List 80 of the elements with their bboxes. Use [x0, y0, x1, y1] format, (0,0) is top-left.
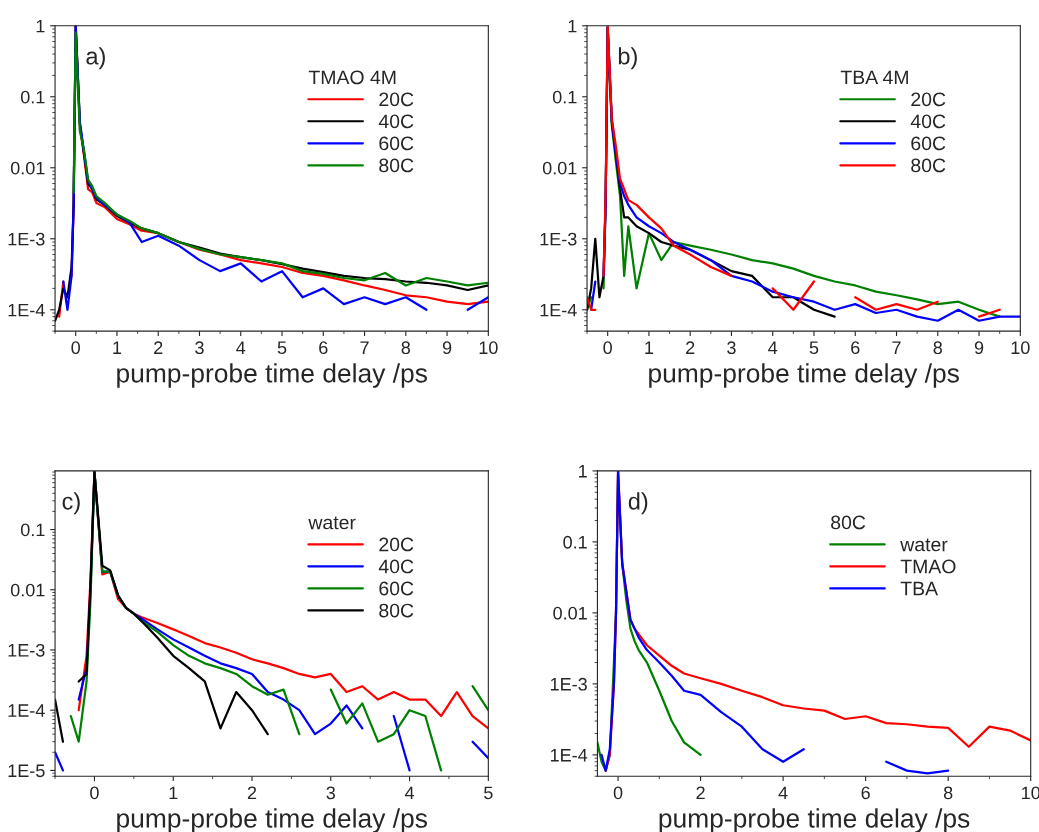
- y-tick-label: 1E-3: [540, 232, 577, 246]
- x-tick-label: 1: [113, 341, 122, 354]
- annotation: d): [628, 492, 648, 515]
- legend-label: 40C: [378, 559, 414, 574]
- legend-label: water: [900, 538, 948, 552]
- y-tick-label: 1E-4: [550, 749, 588, 762]
- legend-label: 20C: [379, 92, 414, 107]
- x-tick-label: 6: [851, 341, 860, 355]
- annotation: b): [618, 47, 637, 70]
- y-tick-label: 1: [36, 19, 45, 33]
- x-tick-label: 3: [727, 341, 736, 355]
- x-tick-label: 1: [645, 341, 654, 354]
- x-tick-label: 8: [401, 341, 411, 355]
- legend-title: water: [308, 516, 356, 530]
- legend-label: 60C: [379, 136, 414, 151]
- x-tick-label: 10: [1011, 341, 1030, 355]
- legend-title: TMAO 4M: [308, 70, 396, 85]
- x-tick-label: 2: [686, 341, 695, 354]
- legend-label: TMAO: [900, 559, 956, 574]
- y-tick-label: 1: [568, 19, 577, 33]
- x-tick-label: 2: [696, 786, 705, 800]
- y-tick-label: 0.01: [10, 583, 45, 597]
- y-tick-label: 0.1: [20, 523, 45, 537]
- x-tick-label: 0: [90, 786, 99, 800]
- y-tick-label: 0.01: [10, 161, 45, 175]
- annotation: a): [86, 47, 105, 70]
- legend-label: 80C: [379, 603, 414, 618]
- x-tick-label: 2: [154, 341, 163, 354]
- x-tick-label: 1: [169, 786, 178, 800]
- x-tick-label: 0: [613, 786, 623, 800]
- x-tick-label: 5: [277, 341, 287, 355]
- x-tick-label: 9: [442, 341, 452, 355]
- y-tick-label: 1: [579, 465, 587, 478]
- y-tick-label: 1E-3: [8, 232, 45, 246]
- x-tick-label: 0: [603, 341, 612, 355]
- y-tick-label: 1E-4: [8, 303, 45, 317]
- x-tick-label: 2: [247, 786, 257, 800]
- x-tick-label: 4: [236, 341, 246, 354]
- y-tick-label: 0.1: [552, 90, 577, 104]
- legend-label: 80C: [911, 158, 946, 173]
- legend-label: 40C: [378, 114, 414, 129]
- x-tick-label: 6: [861, 786, 870, 800]
- y-tick-label: 0.1: [563, 535, 587, 549]
- x-axis-title: pump-probe time delay /ps: [659, 808, 970, 832]
- annotation: c): [62, 492, 80, 515]
- x-tick-label: 4: [404, 786, 415, 800]
- legend-label: 60C: [911, 136, 946, 151]
- y-tick-label: 0.1: [20, 90, 45, 104]
- x-tick-label: 4: [768, 341, 778, 354]
- x-tick-label: 8: [943, 786, 953, 800]
- y-tick-label: 1E-5: [8, 764, 45, 778]
- x-tick-label: 7: [360, 341, 369, 354]
- x-tick-label: 9: [974, 341, 984, 355]
- x-tick-label: 7: [892, 341, 901, 354]
- legend-label: 40C: [910, 114, 946, 129]
- x-tick-label: 6: [319, 341, 328, 355]
- x-tick-label: 3: [326, 786, 336, 800]
- x-tick-label: 0: [71, 341, 81, 355]
- legend-title: 80C: [831, 515, 866, 530]
- x-axis-title: pump-probe time delay /ps: [649, 363, 959, 388]
- x-tick-label: 8: [933, 341, 943, 355]
- y-tick-label: 0.01: [553, 606, 587, 620]
- y-tick-label: 1E-4: [540, 303, 577, 317]
- y-tick-label: 1E-4: [8, 704, 45, 717]
- x-axis-title: pump-probe time delay /ps: [117, 808, 427, 832]
- x-tick-label: 5: [809, 341, 819, 355]
- y-tick-label: 1E-3: [8, 643, 45, 657]
- x-tick-label: 10: [479, 341, 498, 355]
- y-tick-label: 1E-3: [550, 677, 587, 691]
- x-tick-label: 3: [195, 341, 204, 355]
- legend-title: TBA 4M: [840, 70, 908, 85]
- legend-label: 20C: [379, 537, 414, 552]
- x-axis-title: pump-probe time delay /ps: [117, 363, 427, 388]
- legend-label: 80C: [379, 158, 414, 173]
- legend-label: 20C: [911, 92, 946, 107]
- legend-label: TBA: [900, 581, 939, 596]
- y-tick-label: 0.01: [542, 161, 577, 175]
- legend-label: 60C: [379, 581, 414, 596]
- x-tick-label: 5: [484, 786, 493, 800]
- x-tick-label: 4: [778, 786, 788, 800]
